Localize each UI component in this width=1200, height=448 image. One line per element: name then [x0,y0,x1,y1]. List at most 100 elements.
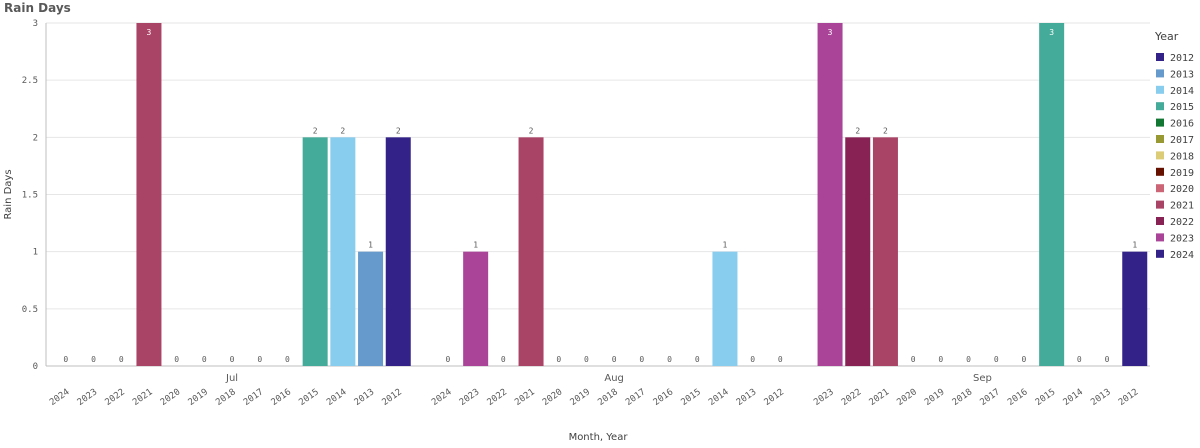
x-tick-label: 2019 [923,387,947,408]
x-tick-label: 2013 [353,387,377,408]
x-tick-label: 2022 [840,387,864,408]
data-label: 0 [667,355,672,364]
bar [1122,251,1148,366]
legend-label: 2015 [1170,102,1194,113]
legend-swatch [1156,233,1164,242]
x-tick-label: 2014 [1062,387,1086,408]
y-tick-label: 3 [33,19,38,29]
bar [302,137,328,366]
bar [712,251,738,366]
x-tick-label: 2015 [1034,387,1058,408]
data-label: 3 [1049,28,1054,37]
data-label: 0 [556,355,561,364]
x-tick-label: 2018 [951,387,975,408]
data-label: 0 [91,355,96,364]
data-label: 2 [340,126,345,135]
y-tick-label: 1 [33,248,38,258]
x-tick-label: 2018 [596,387,620,408]
data-label: 0 [119,355,124,364]
x-tick-label: 2023 [812,387,836,408]
legend-swatch [1156,53,1164,61]
month-group-label: Jul [225,373,238,384]
legend-title: Year [1154,30,1179,43]
x-tick-label: 2022 [486,387,510,408]
data-label: 0 [1105,355,1110,364]
bar [463,251,489,366]
y-axis-title: Rain Days [3,169,14,219]
x-tick-label: 2013 [1089,387,1113,408]
data-label: 2 [529,126,534,135]
x-tick-label: 2020 [541,387,565,408]
x-tick-label: 2024 [430,387,454,408]
data-label: 0 [230,355,235,364]
bar [385,137,411,366]
legend-swatch [1156,217,1164,225]
data-label: 0 [63,355,68,364]
legend-swatch [1156,135,1164,143]
x-tick-label: 2015 [679,387,703,408]
data-label: 0 [202,355,207,364]
data-label: 3 [147,28,152,37]
legend-swatch [1156,151,1164,160]
legend-swatch [1156,102,1164,111]
bar [845,137,871,366]
data-label: 0 [501,355,506,364]
bar [358,251,384,366]
x-tick-label: 2017 [978,387,1002,408]
x-tick-label: 2022 [103,387,127,408]
legend-swatch [1156,249,1164,258]
legend-swatch [1156,200,1164,209]
y-tick-label: 0.5 [22,305,38,315]
x-tick-label: 2023 [76,387,100,408]
legend-label: 2022 [1170,217,1194,228]
x-tick-label: 2014 [707,387,731,408]
legend-label: 2024 [1170,250,1194,261]
data-label: 0 [612,355,617,364]
x-axis-title: Month, Year [569,432,629,443]
data-label: 0 [639,355,644,364]
legend-label: 2020 [1170,184,1194,195]
legend-label: 2013 [1170,69,1194,80]
y-tick-label: 2 [33,133,38,143]
data-label: 0 [778,355,783,364]
bar [330,137,356,366]
data-label: 1 [368,241,373,250]
data-label: 0 [174,355,179,364]
legend-label: 2012 [1170,53,1194,64]
legend-label: 2021 [1170,201,1194,212]
x-tick-label: 2020 [895,387,919,408]
data-label: 2 [883,126,888,135]
data-label: 3 [828,28,833,37]
x-tick-label: 2012 [763,387,787,408]
data-label: 1 [723,241,728,250]
x-tick-label: 2017 [624,387,648,408]
month-group-label: Sep [973,373,992,384]
data-label: 2 [313,126,318,135]
bar [872,137,898,366]
y-tick-label: 0 [33,362,38,372]
legend-swatch [1156,85,1164,94]
x-tick-label: 2015 [297,387,321,408]
x-tick-label: 2023 [458,387,482,408]
data-label: 0 [1077,355,1082,364]
x-tick-label: 2018 [214,387,238,408]
x-tick-label: 2020 [159,387,183,408]
x-tick-label: 2017 [242,387,266,408]
bar [1039,23,1065,366]
x-tick-label: 2021 [131,387,155,408]
x-tick-label: 2016 [1006,387,1030,408]
chart-title: Rain Days [4,1,71,15]
x-tick-label: 2016 [270,387,294,408]
x-tick-label: 2012 [1117,387,1141,408]
data-label: 0 [966,355,971,364]
data-label: 0 [695,355,700,364]
x-tick-label: 2016 [652,387,676,408]
legend-swatch [1156,118,1164,127]
data-label: 0 [938,355,943,364]
data-label: 2 [855,126,860,135]
legend-label: 2014 [1170,86,1194,97]
legend-label: 2018 [1170,151,1194,162]
legend-swatch [1156,167,1164,176]
legend-label: 2016 [1170,119,1194,130]
